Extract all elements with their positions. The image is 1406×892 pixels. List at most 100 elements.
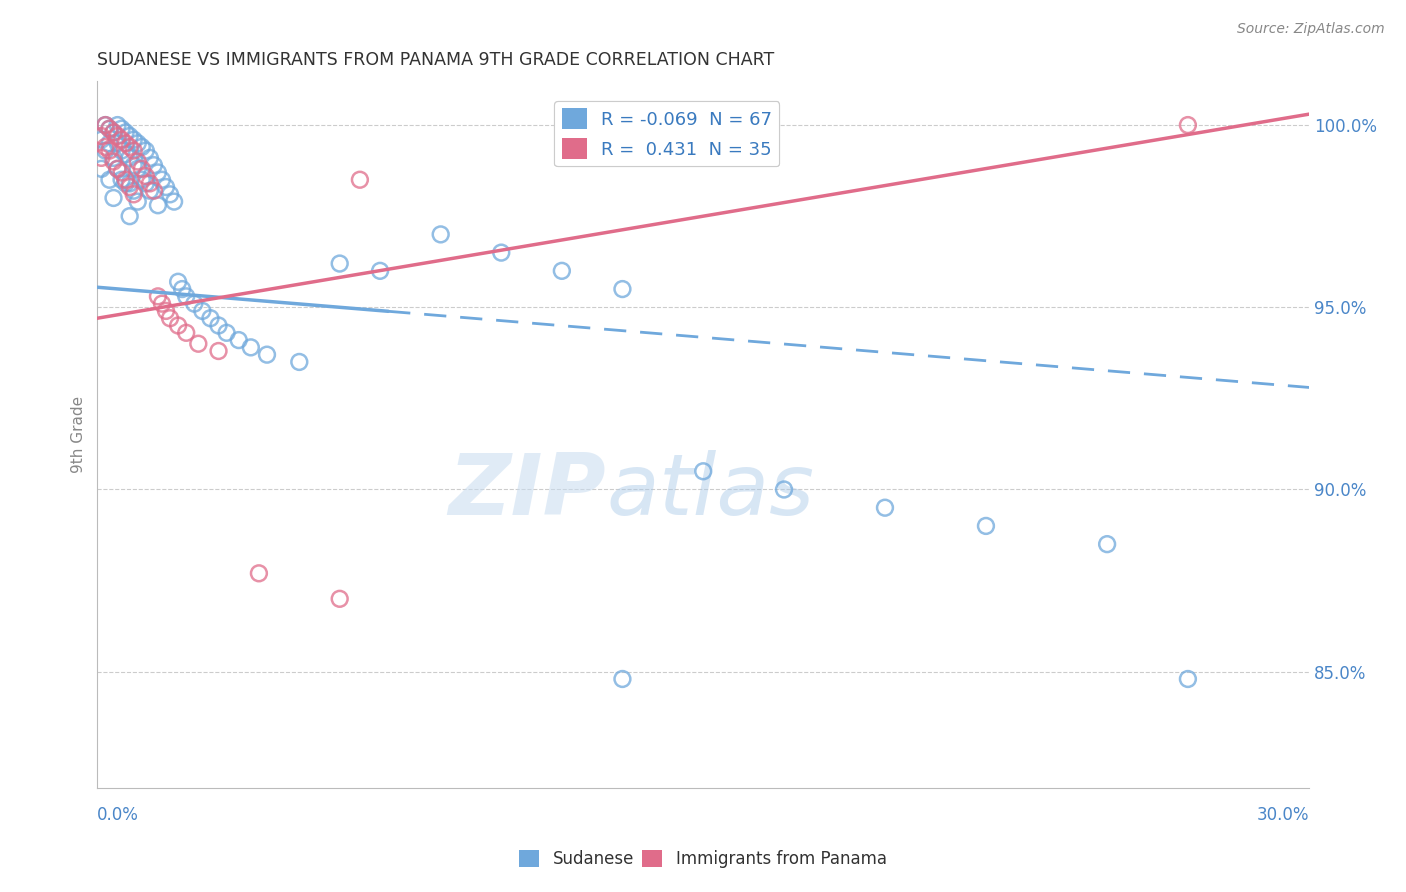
Point	[114, 136, 136, 151]
Point	[103, 191, 125, 205]
Point	[187, 336, 209, 351]
Text: atlas: atlas	[606, 450, 814, 533]
Point	[974, 519, 997, 533]
Point	[118, 151, 141, 165]
Point	[98, 121, 121, 136]
Point	[873, 500, 896, 515]
Point	[90, 128, 112, 143]
Point	[150, 173, 173, 187]
Point	[90, 133, 112, 147]
Point	[247, 566, 270, 581]
Point	[107, 161, 129, 176]
Point	[103, 154, 125, 169]
Point	[122, 184, 145, 198]
Point	[239, 340, 262, 354]
Point	[200, 311, 222, 326]
Point	[131, 161, 153, 176]
Point	[207, 318, 229, 333]
Point	[127, 161, 149, 176]
Point	[110, 165, 132, 179]
Text: ZIP: ZIP	[449, 450, 606, 533]
Point	[122, 158, 145, 172]
Point	[103, 125, 125, 139]
Point	[98, 173, 121, 187]
Point	[135, 177, 157, 191]
Point	[329, 256, 352, 270]
Point	[94, 140, 117, 154]
Point	[118, 209, 141, 223]
Point	[90, 151, 112, 165]
Point	[90, 161, 112, 176]
Point	[159, 311, 181, 326]
Text: Source: ZipAtlas.com: Source: ZipAtlas.com	[1237, 22, 1385, 37]
Point	[174, 326, 197, 340]
Point	[163, 194, 186, 209]
Point	[110, 144, 132, 158]
Text: SUDANESE VS IMMIGRANTS FROM PANAMA 9TH GRADE CORRELATION CHART: SUDANESE VS IMMIGRANTS FROM PANAMA 9TH G…	[97, 51, 775, 69]
Point	[349, 173, 371, 187]
Point	[122, 144, 145, 158]
Point	[98, 144, 121, 158]
Point	[110, 133, 132, 147]
Point	[167, 318, 190, 333]
Point	[110, 121, 132, 136]
Point	[174, 289, 197, 303]
Point	[139, 151, 162, 165]
Point	[103, 125, 125, 139]
Point	[94, 144, 117, 158]
Point	[183, 296, 205, 310]
Text: 30.0%: 30.0%	[1257, 806, 1309, 824]
Legend: Sudanese, Immigrants from Panama: Sudanese, Immigrants from Panama	[513, 843, 893, 875]
Point	[228, 333, 250, 347]
Point	[94, 118, 117, 132]
Point	[118, 177, 141, 191]
Point	[131, 173, 153, 187]
Point	[1095, 537, 1118, 551]
Point	[491, 245, 513, 260]
Point	[150, 296, 173, 310]
Point	[142, 158, 165, 172]
Point	[118, 140, 141, 154]
Point	[612, 672, 634, 686]
Point	[122, 133, 145, 147]
Point	[127, 154, 149, 169]
Point	[329, 591, 352, 606]
Point	[288, 355, 311, 369]
Point	[612, 282, 634, 296]
Point	[139, 177, 162, 191]
Point	[429, 227, 451, 242]
Point	[122, 187, 145, 202]
Point	[131, 140, 153, 154]
Point	[135, 144, 157, 158]
Point	[159, 187, 181, 202]
Point	[1177, 118, 1199, 132]
Point	[172, 282, 194, 296]
Point	[127, 136, 149, 151]
Point	[94, 118, 117, 132]
Point	[1177, 672, 1199, 686]
Point	[155, 304, 177, 318]
Y-axis label: 9th Grade: 9th Grade	[72, 396, 86, 474]
Point	[207, 344, 229, 359]
Point	[118, 180, 141, 194]
Point	[135, 169, 157, 183]
Point	[110, 173, 132, 187]
Point	[773, 483, 796, 497]
Point	[98, 121, 121, 136]
Point	[114, 147, 136, 161]
Point	[103, 151, 125, 165]
Point	[107, 136, 129, 151]
Point	[107, 118, 129, 132]
Point	[215, 326, 238, 340]
Point	[118, 128, 141, 143]
Point	[114, 125, 136, 139]
Point	[146, 198, 169, 212]
Point	[127, 194, 149, 209]
Point	[692, 464, 714, 478]
Point	[107, 161, 129, 176]
Point	[167, 275, 190, 289]
Point	[107, 128, 129, 143]
Legend: R = -0.069  N = 67, R =  0.431  N = 35: R = -0.069 N = 67, R = 0.431 N = 35	[554, 101, 779, 166]
Point	[139, 184, 162, 198]
Point	[114, 173, 136, 187]
